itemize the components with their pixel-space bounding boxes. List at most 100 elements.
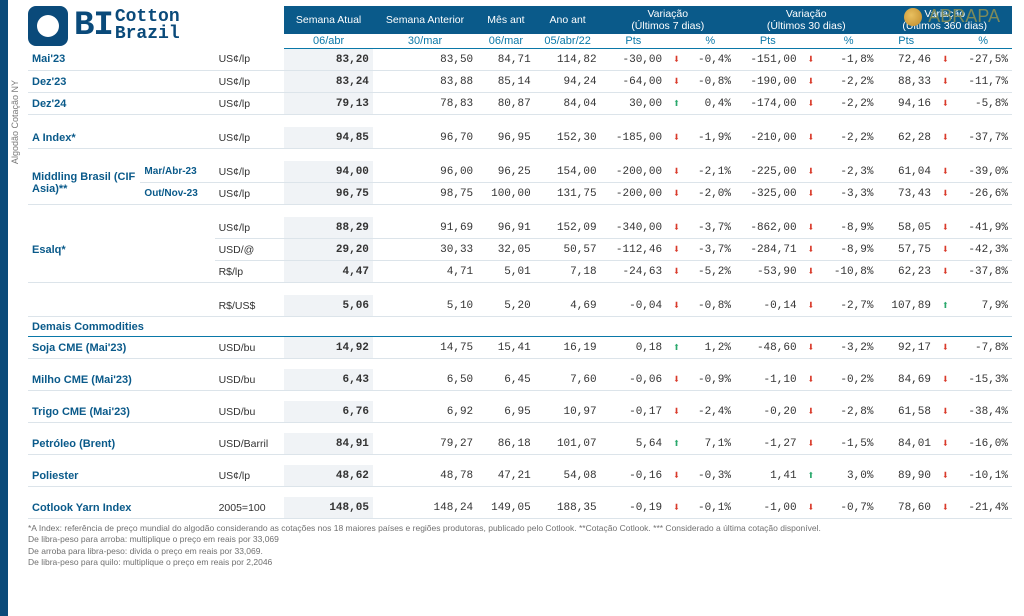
arrow-icon: ⬇ bbox=[666, 71, 685, 93]
row-sublabel: Out/Nov-23 bbox=[140, 183, 214, 205]
row-label: Trigo CME (Mai'23) bbox=[28, 401, 215, 423]
arrow-icon: ⬆ bbox=[935, 295, 954, 317]
arrow-icon: ⬇ bbox=[801, 239, 820, 261]
unit: US¢/lp bbox=[215, 465, 285, 487]
value-cell: 7,18 bbox=[535, 261, 601, 283]
pct-cell: -10,1% bbox=[954, 465, 1012, 487]
h-semana-atual: Semana Atual bbox=[284, 6, 373, 34]
row-label: Petróleo (Brent) bbox=[28, 433, 215, 455]
pts-cell: 5,64 bbox=[601, 433, 667, 455]
value-cell: 10,97 bbox=[535, 401, 601, 423]
arrow-icon: ⬇ bbox=[801, 295, 820, 317]
value-cell: 6,92 bbox=[373, 401, 477, 423]
value-cell: 94,85 bbox=[284, 127, 373, 149]
arrow-icon: ⬇ bbox=[666, 217, 685, 239]
value-cell: 83,50 bbox=[373, 49, 477, 71]
row-label: Middling Brasil (CIF Asia)** bbox=[28, 161, 140, 205]
unit: R$/lp bbox=[215, 261, 285, 283]
value-cell: 96,75 bbox=[284, 183, 373, 205]
arrow-icon: ⬇ bbox=[666, 161, 685, 183]
pts-cell: -210,00 bbox=[735, 127, 801, 149]
pts-cell: -1,10 bbox=[735, 369, 801, 391]
value-cell: 32,05 bbox=[477, 239, 535, 261]
arrow-icon: ⬇ bbox=[935, 183, 954, 205]
value-cell: 6,45 bbox=[477, 369, 535, 391]
arrow-icon: ⬇ bbox=[935, 71, 954, 93]
table-row: Petróleo (Brent)USD/Barril84,9179,2786,1… bbox=[28, 433, 1012, 455]
value-cell: 96,95 bbox=[477, 127, 535, 149]
arrow-icon: ⬇ bbox=[666, 295, 685, 317]
section-demais: Demais Commodities bbox=[28, 317, 1012, 337]
pct-cell: -8,9% bbox=[820, 239, 878, 261]
value-cell: 84,91 bbox=[284, 433, 373, 455]
value-cell: 100,00 bbox=[477, 183, 535, 205]
value-cell: 4,47 bbox=[284, 261, 373, 283]
table-row: R$/US$5,065,105,204,69-0,04⬇-0,8%-0,14⬇-… bbox=[28, 295, 1012, 317]
pct-cell: -1,5% bbox=[820, 433, 878, 455]
value-cell: 188,35 bbox=[535, 497, 601, 519]
value-cell: 5,20 bbox=[477, 295, 535, 317]
value-cell: 5,06 bbox=[284, 295, 373, 317]
unit: USD/bu bbox=[215, 369, 285, 391]
pct-cell: -0,4% bbox=[685, 49, 735, 71]
pts-cell: -1,00 bbox=[735, 497, 801, 519]
arrow-icon: ⬇ bbox=[801, 71, 820, 93]
h-semana-ant: Semana Anterior bbox=[373, 6, 477, 34]
arrow-icon: ⬇ bbox=[666, 127, 685, 149]
pts-cell: -24,63 bbox=[601, 261, 667, 283]
pct-cell: -2,3% bbox=[820, 161, 878, 183]
pts-cell: -0,19 bbox=[601, 497, 667, 519]
table-row: Soja CME (Mai'23)USD/bu14,9214,7515,4116… bbox=[28, 337, 1012, 359]
value-cell: 30,33 bbox=[373, 239, 477, 261]
value-cell: 16,19 bbox=[535, 337, 601, 359]
arrow-icon: ⬇ bbox=[935, 401, 954, 423]
pts-cell: 62,28 bbox=[877, 127, 935, 149]
arrow-icon: ⬆ bbox=[666, 93, 685, 115]
pts-cell: -862,00 bbox=[735, 217, 801, 239]
value-cell: 94,24 bbox=[535, 71, 601, 93]
pct-cell: -7,8% bbox=[954, 337, 1012, 359]
pts-cell: -200,00 bbox=[601, 183, 667, 205]
arrow-icon: ⬆ bbox=[666, 433, 685, 455]
table-row: Trigo CME (Mai'23)USD/bu6,766,926,9510,9… bbox=[28, 401, 1012, 423]
pts-cell: -112,46 bbox=[601, 239, 667, 261]
unit: R$/US$ bbox=[215, 295, 285, 317]
pct-cell: -0,2% bbox=[820, 369, 878, 391]
pct-cell: -8,9% bbox=[820, 217, 878, 239]
pts-cell: 57,75 bbox=[877, 239, 935, 261]
pts-cell: -185,00 bbox=[601, 127, 667, 149]
pct-cell: -2,7% bbox=[820, 295, 878, 317]
table-row: Out/Nov-23US¢/lp96,7598,75100,00131,75-2… bbox=[28, 183, 1012, 205]
value-cell: 79,27 bbox=[373, 433, 477, 455]
unit: US¢/lp bbox=[215, 183, 285, 205]
row-sublabel: Mar/Abr-23 bbox=[140, 161, 214, 183]
h-ano-ant: Ano ant bbox=[535, 6, 601, 34]
arrow-icon: ⬇ bbox=[801, 161, 820, 183]
arrow-icon: ⬇ bbox=[801, 217, 820, 239]
value-cell: 48,78 bbox=[373, 465, 477, 487]
value-cell: 29,20 bbox=[284, 239, 373, 261]
arrow-icon: ⬇ bbox=[666, 239, 685, 261]
pct-cell: 7,9% bbox=[954, 295, 1012, 317]
pts-cell: -0,14 bbox=[735, 295, 801, 317]
pts-cell: 0,18 bbox=[601, 337, 667, 359]
h-pct: % bbox=[685, 34, 735, 49]
h-pts: Pts bbox=[601, 34, 667, 49]
pts-cell: 78,60 bbox=[877, 497, 935, 519]
pts-cell: -190,00 bbox=[735, 71, 801, 93]
value-cell: 54,08 bbox=[535, 465, 601, 487]
value-cell: 83,24 bbox=[284, 71, 373, 93]
arrow-icon: ⬇ bbox=[666, 497, 685, 519]
pct-cell: -0,8% bbox=[685, 295, 735, 317]
pts-cell: 94,16 bbox=[877, 93, 935, 115]
bi-cotton-logo: BICottonBrazil bbox=[28, 6, 284, 46]
unit: US¢/lp bbox=[215, 49, 285, 71]
arrow-icon: ⬇ bbox=[801, 369, 820, 391]
arrow-icon: ⬆ bbox=[801, 465, 820, 487]
pts-cell: -64,00 bbox=[601, 71, 667, 93]
pct-cell: 1,2% bbox=[685, 337, 735, 359]
value-cell: 5,10 bbox=[373, 295, 477, 317]
value-cell: 47,21 bbox=[477, 465, 535, 487]
table-row: Dez'23US¢/lp83,2483,8885,1494,24-64,00⬇-… bbox=[28, 71, 1012, 93]
pct-cell: -10,8% bbox=[820, 261, 878, 283]
